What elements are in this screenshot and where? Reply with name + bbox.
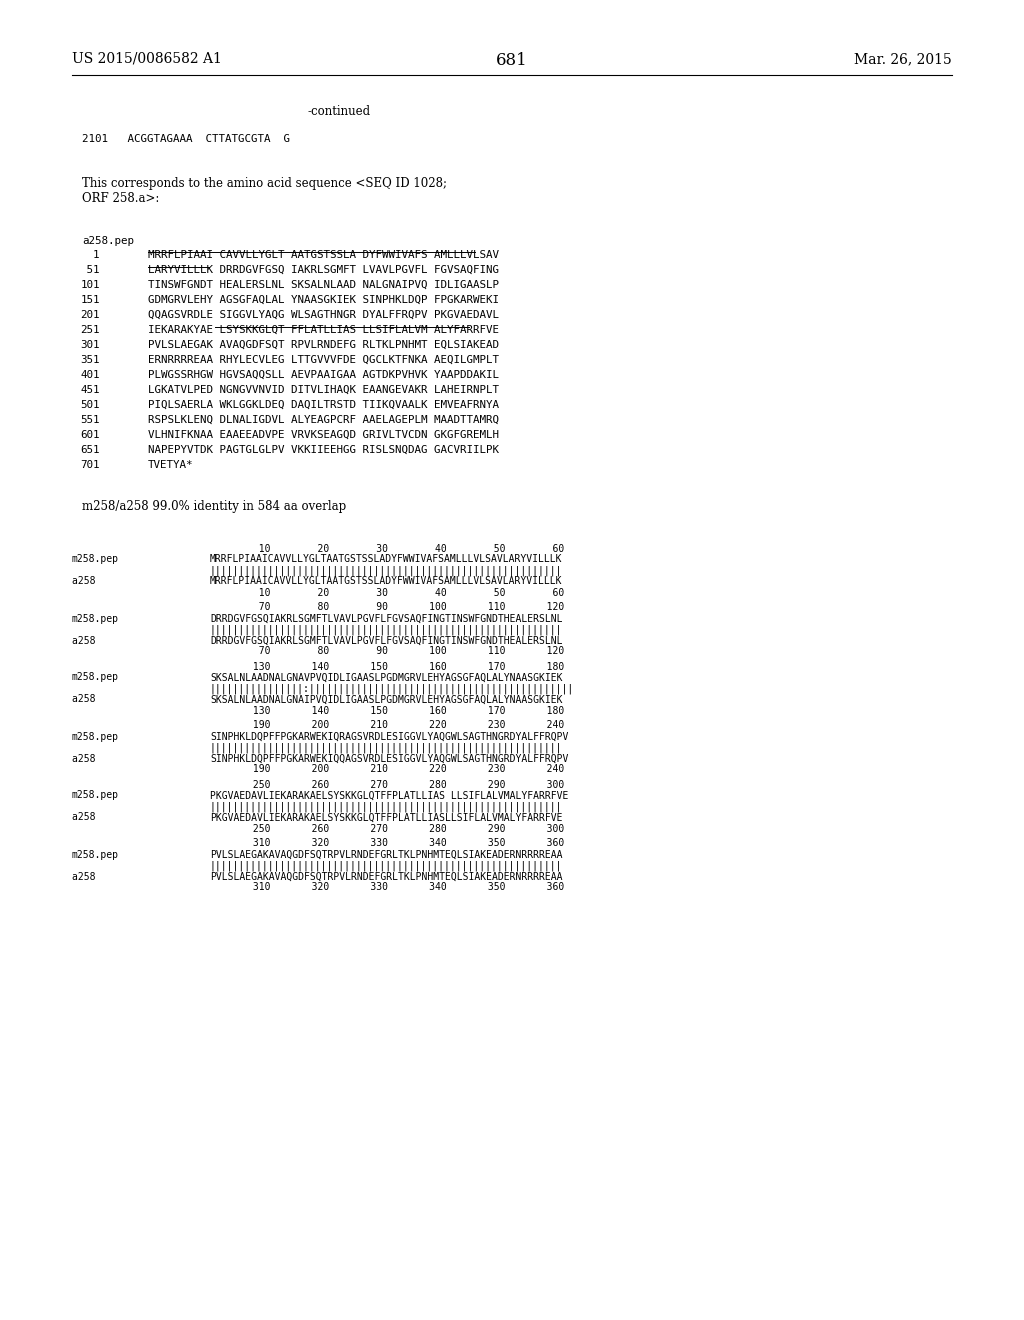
Text: 130       140       150       160       170       180: 130 140 150 160 170 180 (200, 705, 564, 715)
Text: a258: a258 (72, 577, 119, 586)
Text: ||||||||||||||||||||||||||||||||||||||||||||||||||||||||||||: ||||||||||||||||||||||||||||||||||||||||… (210, 565, 562, 576)
Text: 1: 1 (81, 249, 100, 260)
Text: 351: 351 (81, 355, 100, 366)
Text: DRRDGVFGSQIAKRLSGMFTLVAVLPGVFLFGVSAQFINGTINSWFGNDTHEALERSLNL: DRRDGVFGSQIAKRLSGMFTLVAVLPGVFLFGVSAQFING… (210, 614, 562, 623)
Text: 451: 451 (81, 385, 100, 395)
Text: m258/a258 99.0% identity in 584 aa overlap: m258/a258 99.0% identity in 584 aa overl… (82, 500, 346, 513)
Text: ||||||||||||||||:|||||||||||||||||||||||||||||||||||||||||||||: ||||||||||||||||:|||||||||||||||||||||||… (210, 684, 574, 694)
Text: 250       260       270       280       290       300: 250 260 270 280 290 300 (200, 780, 564, 789)
Text: 70        80        90       100       110       120: 70 80 90 100 110 120 (200, 602, 564, 612)
Text: 601: 601 (81, 430, 100, 440)
Text: a258: a258 (72, 754, 119, 763)
Text: 701: 701 (81, 459, 100, 470)
Text: Mar. 26, 2015: Mar. 26, 2015 (854, 51, 952, 66)
Text: ||||||||||||||||||||||||||||||||||||||||||||||||||||||||||||: ||||||||||||||||||||||||||||||||||||||||… (210, 624, 562, 635)
Text: US 2015/0086582 A1: US 2015/0086582 A1 (72, 51, 222, 66)
Text: m258.pep: m258.pep (72, 554, 119, 565)
Text: m258.pep: m258.pep (72, 731, 119, 742)
Text: 310       320       330       340       350       360: 310 320 330 340 350 360 (200, 883, 564, 892)
Text: PKGVAEDAVLIEKARAKAELSYSKKGLQTFFPLATLLIASLLSIFLALVMALYFARRFVE: PKGVAEDAVLIEKARAKAELSYSKKGLQTFFPLATLLIAS… (210, 813, 562, 822)
Text: a258: a258 (72, 635, 119, 645)
Text: 301: 301 (81, 341, 100, 350)
Text: m258.pep: m258.pep (72, 614, 119, 623)
Text: 190       200       210       220       230       240: 190 200 210 220 230 240 (200, 721, 564, 730)
Text: m258.pep: m258.pep (72, 791, 119, 800)
Text: RSPSLKLENQ DLNALIGDVL ALYEAGPCRF AAELAGEPLM MAADTTAMRQ: RSPSLKLENQ DLNALIGDVL ALYEAGPCRF AAELAGE… (148, 414, 499, 425)
Text: 551: 551 (81, 414, 100, 425)
Text: ERNRRRREAA RHYLECVLEG LTTGVVVFDE QGCLKTFNKA AEQILGMPLT: ERNRRRREAA RHYLECVLEG LTTGVVVFDE QGCLKTF… (148, 355, 499, 366)
Text: 10        20        30        40        50        60: 10 20 30 40 50 60 (200, 544, 564, 553)
Text: m258.pep: m258.pep (72, 850, 119, 859)
Text: SINPHKLDQPFFPGKARWEKIQQAGSVRDLESIGGVLYAQGWLSAGTHNGRDYALFFRQPV: SINPHKLDQPFFPGKARWEKIQQAGSVRDLESIGGVLYAQ… (210, 754, 568, 763)
Text: -continued: -continued (307, 106, 371, 117)
Text: 101: 101 (81, 280, 100, 290)
Text: 10        20        30        40        50        60: 10 20 30 40 50 60 (200, 587, 564, 598)
Text: ||||||||||||||||||||||||||||||||||||||||||||||||||||||||||||: ||||||||||||||||||||||||||||||||||||||||… (210, 742, 562, 752)
Text: 401: 401 (81, 370, 100, 380)
Text: PVLSLAEGAK AVAQGDFSQT RPVLRNDEFG RLTKLPNHMT EQLSIAKEAD: PVLSLAEGAK AVAQGDFSQT RPVLRNDEFG RLTKLPN… (148, 341, 499, 350)
Text: 501: 501 (81, 400, 100, 411)
Text: 130       140       150       160       170       180: 130 140 150 160 170 180 (200, 661, 564, 672)
Text: PIQLSAERLA WKLGGKLDEQ DAQILTRSTD TIIKQVAALK EMVEAFRNYA: PIQLSAERLA WKLGGKLDEQ DAQILTRSTD TIIKQVA… (148, 400, 499, 411)
Text: ORF 258.a>:: ORF 258.a>: (82, 191, 160, 205)
Text: PLWGSSRHGW HGVSAQQSLL AEVPAAIGAA AGTDKPVHVK YAAPDDAKIL: PLWGSSRHGW HGVSAQQSLL AEVPAAIGAA AGTDKPV… (148, 370, 499, 380)
Text: 250       260       270       280       290       300: 250 260 270 280 290 300 (200, 824, 564, 833)
Text: MRRFLPIAAICAVVLLYGLTAATGSTSSLADYFWWIVAFSAMLLLVLSAVLARYVILLLK: MRRFLPIAAICAVVLLYGLTAATGSTSSLADYFWWIVAFS… (210, 554, 562, 565)
Text: DRRDGVFGSQIAKRLSGMFTLVAVLPGVFLFGVSAQFINGTINSWFGNDTHEALERSLNL: DRRDGVFGSQIAKRLSGMFTLVAVLPGVFLFGVSAQFING… (210, 635, 562, 645)
Text: ||||||||||||||||||||||||||||||||||||||||||||||||||||||||||||: ||||||||||||||||||||||||||||||||||||||||… (210, 861, 562, 871)
Text: TVETYA*: TVETYA* (148, 459, 194, 470)
Text: LARYVILLLK DRRDGVFGSQ IAKRLSGMFT LVAVLPGVFL FGVSAQFING: LARYVILLLK DRRDGVFGSQ IAKRLSGMFT LVAVLPG… (148, 265, 499, 275)
Text: LGKATVLPED NGNGVVNVID DITVLIHAQK EAANGEVAKR LAHEIRNPLT: LGKATVLPED NGNGVVNVID DITVLIHAQK EAANGEV… (148, 385, 499, 395)
Text: a258: a258 (72, 871, 119, 882)
Text: VLHNIFKNAA EAAEEADVPE VRVKSEAGQD GRIVLTVCDN GKGFGREMLH: VLHNIFKNAA EAAEEADVPE VRVKSEAGQD GRIVLTV… (148, 430, 499, 440)
Text: a258.pep: a258.pep (82, 235, 134, 246)
Text: PVLSLAEGAKAVAQGDFSQTRPVLRNDEFGRLTKLPNHMTEQLSIAKEADERNRRRREAA: PVLSLAEGAKAVAQGDFSQTRPVLRNDEFGRLTKLPNHMT… (210, 850, 562, 859)
Text: m258.pep: m258.pep (72, 672, 119, 682)
Text: 70        80        90       100       110       120: 70 80 90 100 110 120 (200, 647, 564, 656)
Text: TINSWFGNDT HEALERSLNL SKSALNLAAD NALGNAIPVQ IDLIGAASLP: TINSWFGNDT HEALERSLNL SKSALNLAAD NALGNAI… (148, 280, 499, 290)
Text: This corresponds to the amino acid sequence <SEQ ID 1028;: This corresponds to the amino acid seque… (82, 177, 446, 190)
Text: IEKARAKYAE LSYSKKGLQT FFLATLLIAS LLSIFLALVM ALYFARRFVE: IEKARAKYAE LSYSKKGLQT FFLATLLIAS LLSIFLA… (148, 325, 499, 335)
Text: MRRFLPIAAICAVVLLYGLTAATGSTSSLADYFWWIVAFSAMLLLVLSAVLARYVILLLK: MRRFLPIAAICAVVLLYGLTAATGSTSSLADYFWWIVAFS… (210, 577, 562, 586)
Text: 681: 681 (496, 51, 528, 69)
Text: a258: a258 (72, 813, 119, 822)
Text: SINPHKLDQPFFPGKARWEKIQRAGSVRDLESIGGVLYAQGWLSAGTHNGRDYALFFRQPV: SINPHKLDQPFFPGKARWEKIQRAGSVRDLESIGGVLYAQ… (210, 731, 568, 742)
Text: 651: 651 (81, 445, 100, 455)
Text: SKSALNLAADNALGNAVPVQIDLIGAASLPGDMGRVLEHYAGSGFAQLALYNAASGKIEK: SKSALNLAADNALGNAVPVQIDLIGAASLPGDMGRVLEHY… (210, 672, 562, 682)
Text: SKSALNLAADNALGNAIPVQIDLIGAASLPGDMGRVLEHYAGSGFAQLALYNAASGKIEK: SKSALNLAADNALGNAIPVQIDLIGAASLPGDMGRVLEHY… (210, 694, 562, 705)
Text: ||||||||||||||||||||||||||||||||||||||||||||||||||||||||||||: ||||||||||||||||||||||||||||||||||||||||… (210, 801, 562, 812)
Text: a258: a258 (72, 694, 119, 705)
Text: 51: 51 (81, 265, 100, 275)
Text: 151: 151 (81, 294, 100, 305)
Text: MRRFLPIAAI CAVVLLYGLT AATGSTSSLA DYFWWIVAFS AMLLLVLSAV: MRRFLPIAAI CAVVLLYGLT AATGSTSSLA DYFWWIV… (148, 249, 499, 260)
Text: 2101   ACGGTAGAAA  CTTATGCGTA  G: 2101 ACGGTAGAAA CTTATGCGTA G (82, 135, 290, 144)
Text: QQAGSVRDLE SIGGVLYAQG WLSAGTHNGR DYALFFRQPV PKGVAEDAVL: QQAGSVRDLE SIGGVLYAQG WLSAGTHNGR DYALFFR… (148, 310, 499, 319)
Text: PVLSLAEGAKAVAQGDFSQTRPVLRNDEFGRLTKLPNHMTEQLSIAKEADERNRRRREAA: PVLSLAEGAKAVAQGDFSQTRPVLRNDEFGRLTKLPNHMT… (210, 871, 562, 882)
Text: 310       320       330       340       350       360: 310 320 330 340 350 360 (200, 838, 564, 849)
Text: 201: 201 (81, 310, 100, 319)
Text: 190       200       210       220       230       240: 190 200 210 220 230 240 (200, 764, 564, 775)
Text: GDMGRVLEHY AGSGFAQLAL YNAASGKIEK SINPHKLDQP FPGKARWEKI: GDMGRVLEHY AGSGFAQLAL YNAASGKIEK SINPHKL… (148, 294, 499, 305)
Text: NAPEPYVTDK PAGTGLGLPV VKKIIEEHGG RISLSNQDAG GACVRIILPK: NAPEPYVTDK PAGTGLGLPV VKKIIEEHGG RISLSNQ… (148, 445, 499, 455)
Text: 251: 251 (81, 325, 100, 335)
Text: PKGVAEDAVLIEKARAKAELSYSKKGLQTFFPLATLLIAS LLSIFLALVMALYFARRFVE: PKGVAEDAVLIEKARAKAELSYSKKGLQTFFPLATLLIAS… (210, 791, 568, 800)
